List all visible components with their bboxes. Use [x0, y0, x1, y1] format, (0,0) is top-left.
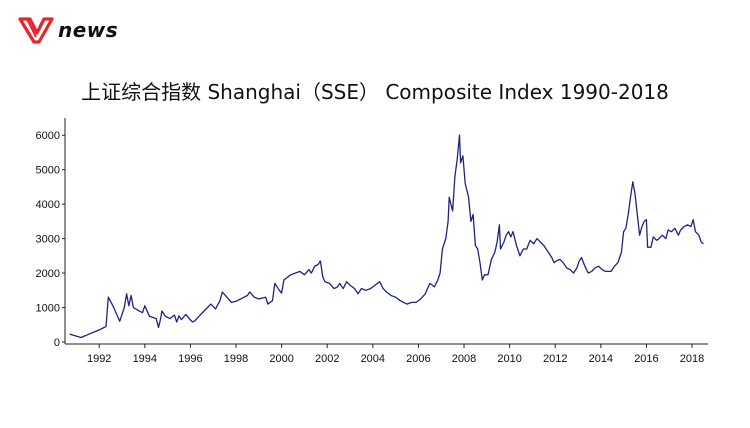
x-tick-label: 1996 — [178, 353, 202, 365]
y-tick-label: 1000 — [36, 303, 60, 315]
x-tick-label: 2018 — [680, 353, 704, 365]
y-tick-label: 6000 — [36, 130, 60, 142]
x-tick-label: 2010 — [497, 353, 521, 365]
x-tick-label: 1994 — [133, 353, 157, 365]
x-tick-label: 2000 — [269, 353, 293, 365]
y-tick-label: 4000 — [36, 199, 60, 211]
x-tick-label: 2004 — [361, 353, 385, 365]
x-tick-label: 2006 — [406, 353, 430, 365]
y-tick-label: 2000 — [36, 268, 60, 280]
y-axis-ticks: 0 1000 2000 3000 4000 5000 6000 — [36, 130, 65, 349]
y-tick-label: 0 — [54, 337, 60, 349]
x-tick-label: 2002 — [315, 353, 339, 365]
x-tick-label: 1992 — [87, 353, 111, 365]
x-tick-label: 2014 — [589, 353, 613, 365]
brand-logo[interactable]: news — [18, 16, 118, 44]
x-tick-label: 2012 — [543, 353, 567, 365]
chart-axes — [64, 118, 708, 345]
x-tick-label: 2016 — [634, 353, 658, 365]
series-line-sse-composite — [69, 134, 704, 339]
vnews-logo-icon — [18, 17, 54, 44]
x-axis-ticks: 1992 1994 1996 1998 2000 2002 2004 2006 2008 2010… — [87, 344, 704, 365]
chart-title: 上证综合指数 Shanghai（SSE） Composite Index 199… — [81, 80, 669, 104]
y-tick-label: 5000 — [36, 165, 60, 177]
y-tick-label: 3000 — [36, 234, 60, 246]
brand-name: news — [58, 18, 119, 42]
x-tick-label: 1998 — [224, 353, 248, 365]
x-tick-label: 2008 — [452, 353, 476, 365]
